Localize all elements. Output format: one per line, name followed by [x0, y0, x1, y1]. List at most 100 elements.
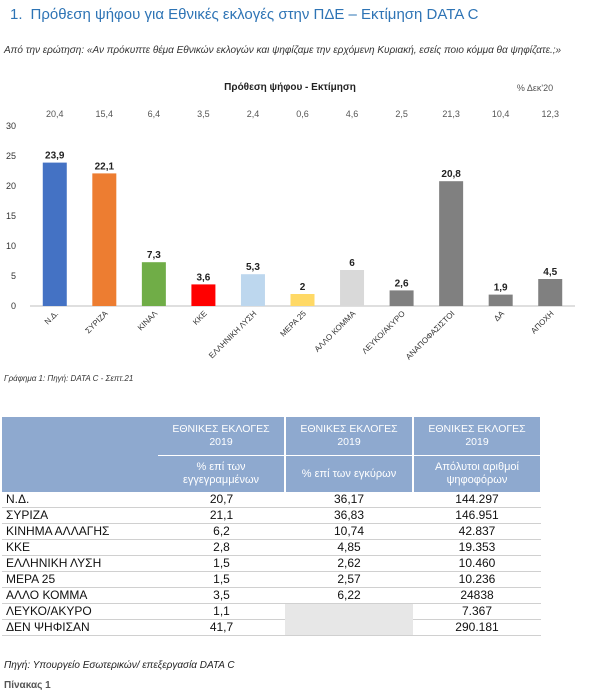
cell-registered: 6,2: [158, 523, 285, 540]
bar: [290, 294, 315, 306]
table-row: ΚΙΝΗΜΑ ΑΛΛΑΓΗΣ 6,2 10,74 42.837: [2, 523, 541, 540]
section-number: 1.: [10, 6, 23, 23]
y-tick-label: 15: [6, 211, 16, 221]
table-source: Πηγή: Υπουργείο Εσωτερικών/ επεξεργασία …: [4, 660, 235, 671]
bar: [191, 284, 216, 306]
cell-absolute: 42.837: [413, 523, 541, 540]
bars: 23,9 22,1 7,3 3,6 5,3 2 6 2,6 20,8 1,9 4,5: [42, 151, 563, 306]
previous-value-label: 6,4: [148, 109, 161, 119]
row-label: ΚΚΕ: [2, 539, 158, 556]
group-header-2: ΕΘΝΙΚΕΣ ΕΚΛΟΓΕΣ 2019: [285, 417, 414, 456]
previous-value-label: 2,5: [395, 109, 408, 119]
data-label: 4,5: [543, 267, 557, 278]
table-row: ΛΕΥΚΟ/ΑΚΥΡΟ 1,1 7.367: [2, 603, 541, 636]
data-label: 20,8: [441, 169, 461, 180]
y-tick-label: 0: [11, 301, 16, 311]
cell-absolute: 24838: [413, 587, 541, 604]
cell-absolute: 290.181: [413, 619, 541, 636]
period-label: % Δεκ'20: [517, 83, 553, 93]
data-label: 5,3: [246, 262, 260, 273]
cell-registered: 1,1: [158, 603, 285, 620]
row-label: Ν.Δ.: [2, 492, 158, 508]
row-label: ΔΕΝ ΨΗΦΙΣΑΝ: [2, 619, 158, 636]
bar: [240, 274, 265, 306]
category-label: Ν.Δ.: [43, 309, 60, 326]
previous-value-label: 20,4: [46, 109, 64, 119]
data-label: 2,6: [395, 278, 409, 289]
y-tick-label: 10: [6, 241, 16, 251]
cell-registered: 21,1: [158, 507, 285, 524]
cell-valid: 6,22: [285, 587, 413, 604]
cell-valid: 4,85: [285, 539, 413, 556]
category-label: ΜΕΡΑ 25: [278, 309, 308, 339]
sub-header-valid: % επί των εγκύρων: [285, 455, 414, 492]
category-label: ΚΙΝΑΛ: [136, 309, 160, 333]
bar: [488, 294, 513, 306]
cell-valid: 2,62: [285, 555, 413, 572]
category-label: ΑΛΛΟ ΚΟΜΜΑ: [313, 309, 358, 354]
previous-value-label: 15,4: [96, 109, 114, 119]
cell-absolute: 146.951: [413, 507, 541, 524]
sub-header-absolute: Απόλυτοι αριθμοί ψηφοφόρων: [413, 455, 542, 492]
cell-registered: 20,7: [158, 492, 285, 508]
chart-title: Πρόθεση ψήφου - Εκτίμηση: [224, 82, 356, 93]
data-label: 1,9: [494, 283, 508, 294]
previous-value-label: 0,6: [296, 109, 309, 119]
cell-absolute: 19.353: [413, 539, 541, 556]
group-header-3: ΕΘΝΙΚΕΣ ΕΚΛΟΓΕΣ 2019: [413, 417, 542, 456]
bar: [42, 162, 67, 306]
category-label: ΕΛΛΗΝΙΚΗ ΛΥΣΗ: [207, 309, 258, 360]
bar: [439, 181, 464, 306]
category-label: ΑΠΟΧΗ: [529, 309, 556, 336]
data-label: 3,6: [196, 272, 210, 283]
bar: [340, 270, 365, 306]
group-header-1: ΕΘΝΙΚΕΣ ΕΚΛΟΓΕΣ 2019: [158, 417, 286, 456]
table-row: ΣΥΡΙΖΑ 21,1 36,83 146.951: [2, 507, 541, 524]
bar: [538, 279, 563, 306]
previous-value-label: 10,4: [492, 109, 510, 119]
cell-valid: 2,57: [285, 571, 413, 588]
row-label: ΕΛΛΗΝΙΚΗ ΛΥΣΗ: [2, 555, 158, 572]
row-label: ΜΕΡΑ 25: [2, 571, 158, 588]
bar: [92, 173, 117, 306]
category-label: ΣΥΡΙΖΑ: [84, 309, 111, 336]
bar: [389, 290, 414, 306]
previous-value-label: 21,3: [442, 109, 460, 119]
cell-absolute: 144.297: [413, 492, 541, 508]
table-corner: [2, 417, 158, 456]
question-text: Από την ερώτηση: «Αν πρόκυπτε θέμα Εθνικ…: [4, 45, 562, 56]
table-row: Ν.Δ. 20,7 36,17 144.297: [2, 492, 541, 508]
data-label: 23,9: [45, 151, 65, 162]
previous-value-label: 3,5: [197, 109, 210, 119]
cell-absolute: 10.460: [413, 555, 541, 572]
cell-valid-empty: [285, 603, 413, 636]
cell-absolute: 7.367: [413, 603, 541, 620]
chart-caption: Γράφημα 1: Πηγή: DATA C - Σεπτ.21: [4, 374, 134, 383]
row-label: ΣΥΡΙΖΑ: [2, 507, 158, 524]
y-axis: 0 5 10 15 20 25 30: [6, 121, 575, 311]
category-label: ΛΕΥΚΟ/ΑΚΥΡΟ: [360, 309, 407, 356]
y-tick-label: 5: [11, 271, 16, 281]
previous-value-label: 12,3: [541, 109, 559, 119]
cell-registered: 1,5: [158, 555, 285, 572]
row-label: ΚΙΝΗΜΑ ΑΛΛΑΓΗΣ: [2, 523, 158, 540]
cell-registered: 3,5: [158, 587, 285, 604]
data-label: 7,3: [147, 250, 161, 261]
section-heading: 1. Πρόθεση ψήφου για Εθνικές εκλογές στην…: [10, 6, 479, 23]
y-tick-label: 30: [6, 121, 16, 131]
data-label: 2: [300, 282, 306, 293]
category-label: ΚΚΕ: [191, 309, 209, 327]
sub-header-registered: % επί των εγγεγραμμένων: [158, 455, 286, 492]
y-tick-label: 20: [6, 181, 16, 191]
category-label: ΔΑ: [492, 309, 506, 323]
bar: [141, 262, 166, 306]
row-label: ΑΛΛΟ ΚΟΜΜΑ: [2, 587, 158, 604]
row-label: ΛΕΥΚΟ/ΑΚΥΡΟ: [2, 603, 158, 620]
cell-absolute: 10.236: [413, 571, 541, 588]
cell-registered: 41,7: [158, 619, 285, 636]
table-row: ΜΕΡΑ 25 1,5 2,57 10.236: [2, 571, 541, 588]
previous-value-label: 4,6: [346, 109, 359, 119]
vote-intention-chart: Πρόθεση ψήφου - Εκτίμηση % Δεκ'20 20,4 15…: [6, 82, 575, 362]
cell-valid: 36,17: [285, 492, 413, 508]
